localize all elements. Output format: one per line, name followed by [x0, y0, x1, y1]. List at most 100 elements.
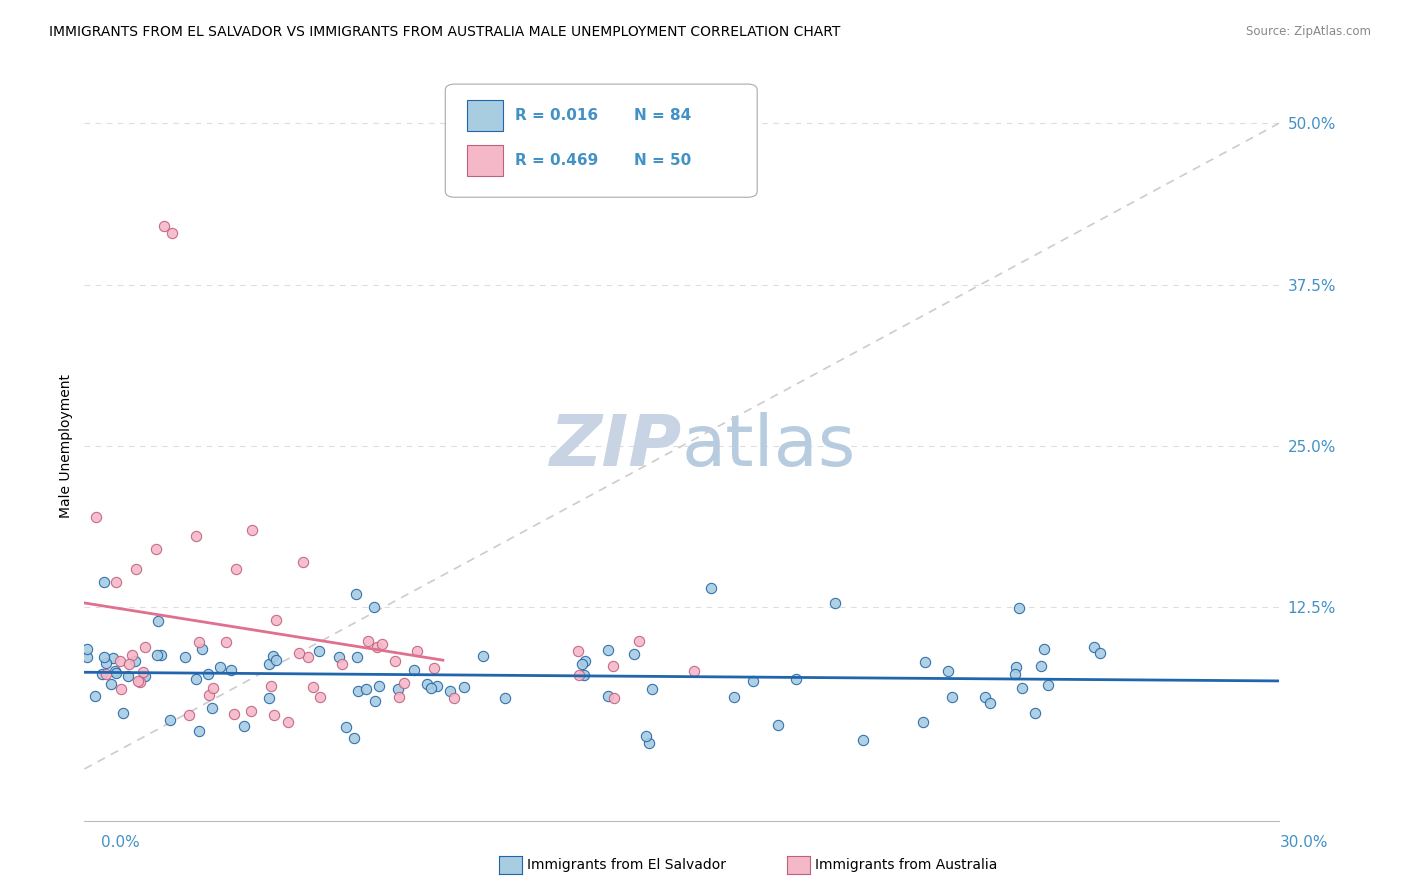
- Point: [262, 648, 284, 663]
- Point: [394, 676, 416, 690]
- Point: [153, 219, 176, 234]
- Point: [979, 696, 1001, 710]
- Point: [328, 650, 350, 665]
- Point: [571, 657, 593, 671]
- Point: [177, 708, 200, 723]
- Point: [388, 690, 411, 704]
- Point: [387, 682, 409, 697]
- Point: [346, 587, 368, 601]
- Point: [76, 642, 98, 657]
- Point: [742, 673, 765, 688]
- Point: [188, 635, 211, 649]
- Point: [104, 664, 127, 678]
- Point: [132, 665, 155, 680]
- Point: [257, 690, 280, 705]
- Point: [1004, 667, 1026, 681]
- Point: [596, 689, 619, 703]
- Text: IMMIGRANTS FROM EL SALVADOR VS IMMIGRANTS FROM AUSTRALIA MALE UNEMPLOYMENT CORRE: IMMIGRANTS FROM EL SALVADOR VS IMMIGRANT…: [49, 25, 841, 39]
- Point: [700, 581, 723, 595]
- Point: [124, 654, 146, 668]
- Point: [911, 715, 934, 730]
- Point: [1008, 601, 1031, 615]
- Point: [90, 667, 112, 681]
- Point: [159, 713, 181, 727]
- Text: 30.0%: 30.0%: [1281, 836, 1329, 850]
- Point: [118, 657, 141, 672]
- Point: [1088, 646, 1111, 660]
- Point: [443, 690, 465, 705]
- Point: [357, 633, 380, 648]
- Point: [117, 669, 139, 683]
- Point: [240, 523, 263, 537]
- Point: [453, 680, 475, 694]
- Point: [1024, 706, 1046, 720]
- Point: [277, 714, 299, 729]
- Point: [1032, 642, 1054, 657]
- Point: [239, 704, 262, 718]
- Point: [184, 529, 207, 543]
- Point: [366, 640, 388, 655]
- Text: R = 0.469: R = 0.469: [515, 153, 598, 168]
- Point: [187, 723, 209, 738]
- Point: [197, 667, 219, 681]
- Point: [363, 600, 385, 615]
- Point: [86, 510, 108, 524]
- Point: [1011, 681, 1033, 696]
- Point: [567, 643, 589, 657]
- Point: [191, 642, 214, 657]
- Point: [936, 664, 959, 678]
- Point: [343, 731, 366, 745]
- Point: [292, 555, 315, 569]
- Point: [574, 654, 596, 668]
- Point: [638, 736, 661, 750]
- Point: [128, 675, 150, 690]
- Point: [224, 706, 246, 721]
- Point: [94, 656, 117, 670]
- Point: [723, 690, 745, 705]
- Point: [174, 649, 197, 664]
- Point: [148, 615, 170, 629]
- Point: [1083, 640, 1105, 654]
- Point: [766, 718, 789, 732]
- Point: [145, 542, 167, 557]
- Point: [288, 646, 311, 660]
- Point: [416, 677, 439, 691]
- Point: [634, 729, 657, 743]
- Point: [346, 684, 368, 698]
- Point: [603, 690, 626, 705]
- Point: [93, 649, 115, 664]
- Point: [472, 649, 495, 664]
- Point: [302, 680, 325, 694]
- Point: [84, 689, 107, 703]
- Point: [354, 682, 377, 697]
- Point: [134, 669, 156, 683]
- Point: [94, 666, 117, 681]
- Text: Source: ZipAtlas.com: Source: ZipAtlas.com: [1246, 25, 1371, 38]
- Point: [186, 673, 208, 687]
- Point: [160, 226, 183, 240]
- Point: [125, 562, 148, 576]
- Point: [146, 648, 169, 662]
- Point: [852, 732, 875, 747]
- Point: [628, 633, 651, 648]
- FancyBboxPatch shape: [467, 100, 503, 131]
- Point: [201, 681, 224, 696]
- Point: [260, 679, 283, 693]
- Point: [1005, 660, 1028, 674]
- Point: [149, 648, 172, 663]
- Text: Immigrants from El Salvador: Immigrants from El Salvador: [527, 858, 727, 872]
- Point: [596, 643, 619, 657]
- Point: [198, 689, 221, 703]
- Point: [200, 700, 222, 714]
- Point: [127, 673, 149, 688]
- Point: [297, 650, 319, 665]
- Point: [263, 707, 285, 722]
- Point: [330, 657, 353, 672]
- Point: [225, 562, 247, 576]
- Point: [623, 647, 645, 661]
- Text: ZIP: ZIP: [550, 411, 682, 481]
- Point: [824, 596, 846, 610]
- Point: [110, 681, 132, 696]
- Point: [914, 655, 936, 669]
- Point: [105, 666, 128, 681]
